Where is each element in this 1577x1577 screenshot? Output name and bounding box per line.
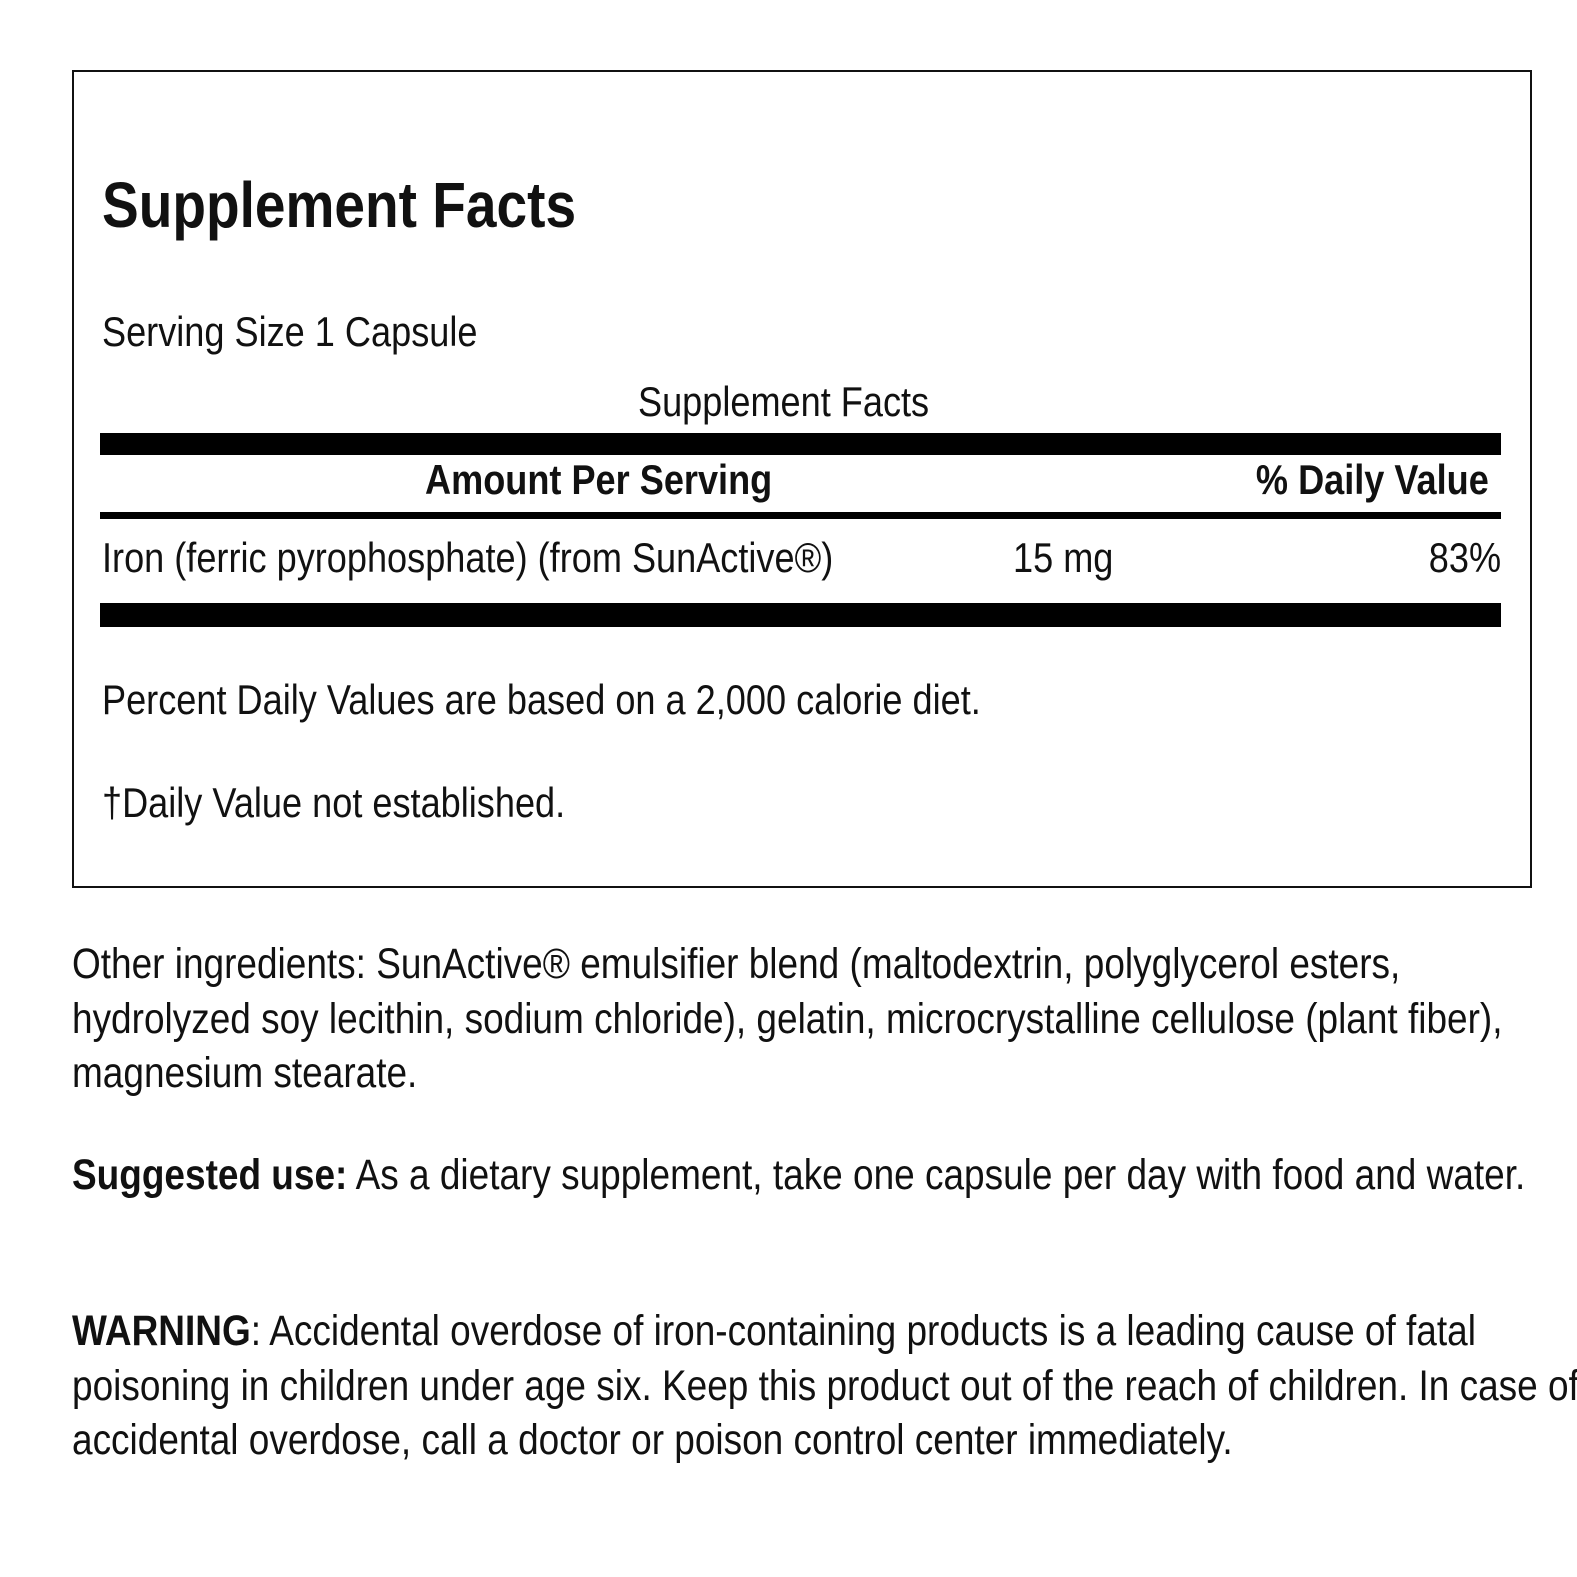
suggested-use-text: As a dietary supplement, take one capsul…	[347, 1151, 1526, 1199]
table-caption: Supplement Facts	[638, 378, 930, 425]
warning: WARNING: Accidental overdose of iron-con…	[72, 1304, 1577, 1468]
serving-size: Serving Size 1 Capsule	[102, 308, 478, 355]
suggested-use: Suggested use: As a dietary supplement, …	[72, 1148, 1534, 1203]
nutrient-name: Iron (ferric pyrophosphate) (from SunAct…	[102, 534, 834, 581]
warning-text: : Accidental overdose of iron-containing…	[72, 1307, 1577, 1464]
supplement-facts-panel	[72, 70, 1532, 888]
header-daily-value: % Daily Value	[1256, 456, 1489, 503]
thick-divider-top	[100, 433, 1501, 455]
other-ingredients: Other ingredients: SunActive® emulsifier…	[72, 940, 1503, 1097]
nutrient-amount: 15 mg	[1013, 534, 1114, 581]
header-amount-per-serving: Amount Per Serving	[425, 456, 773, 503]
nutrient-daily-value: 83%	[1428, 534, 1501, 581]
thin-divider	[100, 512, 1501, 519]
panel-title: Supplement Facts	[102, 169, 577, 241]
suggested-use-label: Suggested use:	[72, 1151, 348, 1199]
dagger-note: †Daily Value not established.	[102, 779, 566, 826]
percent-dv-note: Percent Daily Values are based on a 2,00…	[102, 676, 981, 723]
thick-divider-bottom	[100, 603, 1501, 627]
warning-label: WARNING	[72, 1307, 251, 1355]
